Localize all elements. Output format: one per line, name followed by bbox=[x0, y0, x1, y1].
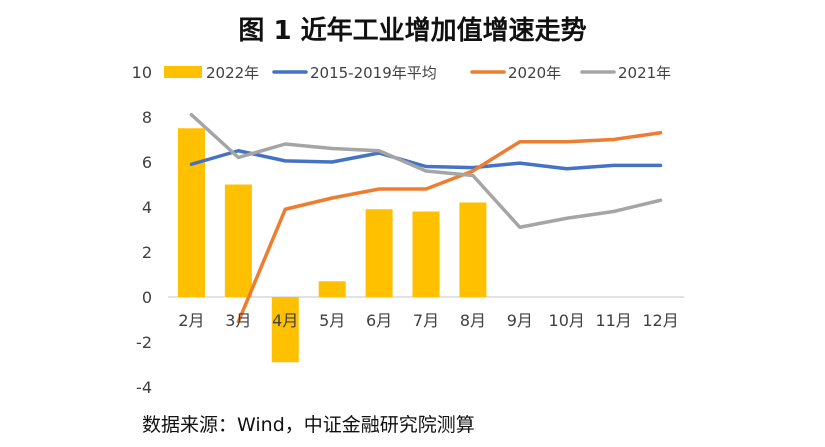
y-tick-label: -2 bbox=[136, 333, 152, 352]
x-tick-label: 8月 bbox=[460, 311, 486, 330]
bar-2022 bbox=[365, 209, 393, 297]
x-tick-label: 11月 bbox=[595, 311, 631, 330]
y-tick-label: 10 bbox=[132, 63, 152, 82]
legend-label: 2015-2019年平均 bbox=[310, 64, 437, 82]
x-tick-label: 4月 bbox=[272, 311, 298, 330]
y-tick-label: 8 bbox=[142, 108, 152, 127]
x-tick-label: 2月 bbox=[178, 311, 204, 330]
y-tick-label: -4 bbox=[136, 378, 152, 397]
bar-2022 bbox=[318, 281, 346, 297]
bars-2022 bbox=[177, 128, 487, 363]
y-axis-labels: -4 -2 0 2 4 6 8 10 bbox=[132, 63, 152, 397]
y-tick-label: 0 bbox=[142, 288, 152, 307]
bar-2022 bbox=[271, 297, 299, 363]
y-tick-label: 4 bbox=[142, 198, 152, 217]
legend-swatch bbox=[164, 66, 202, 78]
x-tick-label: 3月 bbox=[225, 311, 251, 330]
y-tick-label: 6 bbox=[142, 153, 152, 172]
x-tick-label: 10月 bbox=[549, 311, 585, 330]
chart-source: 数据来源：Wind，中证金融研究院测算 bbox=[142, 414, 475, 436]
y-tick-label: 2 bbox=[142, 243, 152, 262]
legend-label: 2021年 bbox=[618, 64, 671, 82]
legend-label: 2020年 bbox=[508, 64, 561, 82]
bar-2022 bbox=[177, 128, 205, 297]
x-tick-label: 9月 bbox=[507, 311, 533, 330]
x-tick-label: 7月 bbox=[413, 311, 439, 330]
chart-title: 图 1 近年工业增加值增速走势 bbox=[238, 16, 587, 46]
x-tick-label: 5月 bbox=[319, 311, 345, 330]
bar-2022 bbox=[224, 184, 252, 297]
bar-2022 bbox=[412, 211, 440, 297]
line-series-0 bbox=[189, 149, 663, 171]
x-tick-label: 12月 bbox=[642, 311, 678, 330]
line-series-1 bbox=[236, 131, 663, 324]
bar-2022 bbox=[459, 202, 487, 297]
line-series bbox=[189, 113, 663, 324]
x-tick-label: 6月 bbox=[366, 311, 392, 330]
legend: 2022年 2015-2019年平均 2020年 2021年 bbox=[164, 64, 671, 82]
line-series-2 bbox=[189, 113, 663, 229]
x-axis-labels: 2月 3月 4月 5月 6月 7月 8月 9月 10月 11月 12月 bbox=[178, 311, 678, 330]
legend-label: 2022年 bbox=[206, 64, 259, 82]
